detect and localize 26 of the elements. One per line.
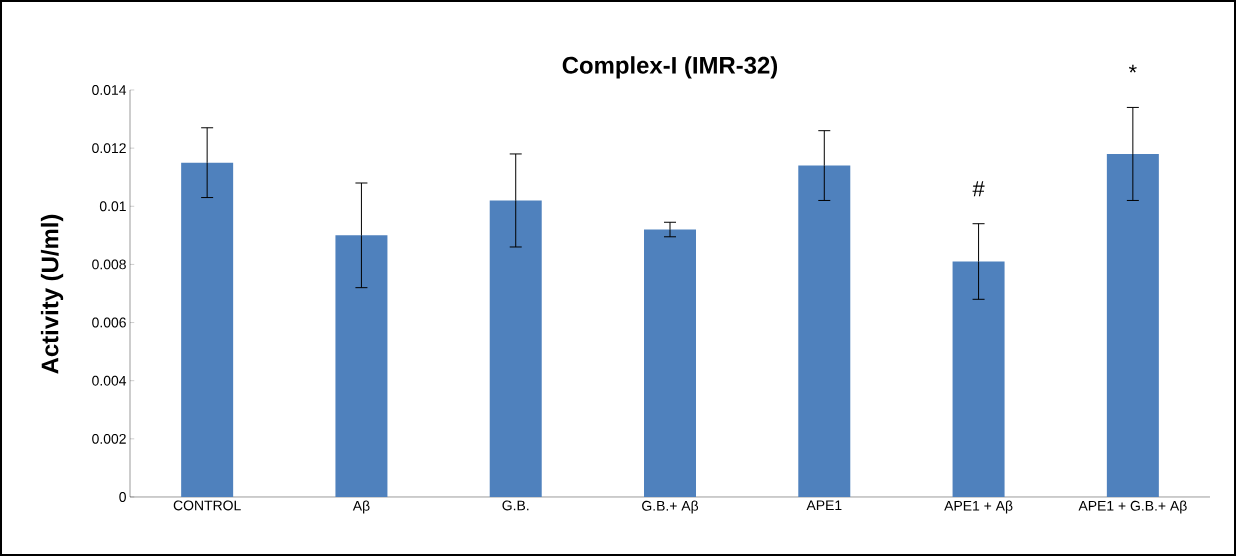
- x-tick-label: APE1 + G.B.+ Aβ: [1078, 500, 1187, 514]
- bar: [181, 162, 234, 497]
- bar: [952, 261, 1005, 497]
- bar: [1106, 153, 1159, 497]
- bar: [489, 200, 542, 497]
- y-tick-label: 0.002: [92, 433, 126, 444]
- y-tick-label: 0.014: [92, 85, 127, 95]
- y-tick-label: 0.01: [99, 201, 126, 212]
- y-axis-title: Activity (U/ml): [40, 214, 64, 374]
- y-tick-label: 0.004: [92, 375, 127, 386]
- y-tick-label: 0: [119, 492, 126, 502]
- y-tick-label: 0.006: [92, 317, 126, 328]
- annotation: #: [972, 181, 985, 197]
- bar: [798, 165, 851, 497]
- bar: [644, 229, 696, 497]
- x-tick-label: G.B.: [502, 500, 529, 511]
- text: *: [1128, 64, 1137, 73]
- x-tick-label: APE1: [806, 500, 842, 511]
- y-tick-label: 0.008: [92, 259, 126, 270]
- x-tick-label: Aβ: [352, 500, 370, 514]
- x-tick-label: APE1 + Aβ: [944, 500, 1013, 514]
- bar: [335, 235, 388, 497]
- x-tick-label: CONTROL: [173, 500, 241, 511]
- x-tick-label: G.B.+ Aβ: [642, 500, 699, 514]
- chart-title: Complex-I (IMR-32): [562, 56, 778, 79]
- y-tick-label: 0.012: [92, 143, 126, 154]
